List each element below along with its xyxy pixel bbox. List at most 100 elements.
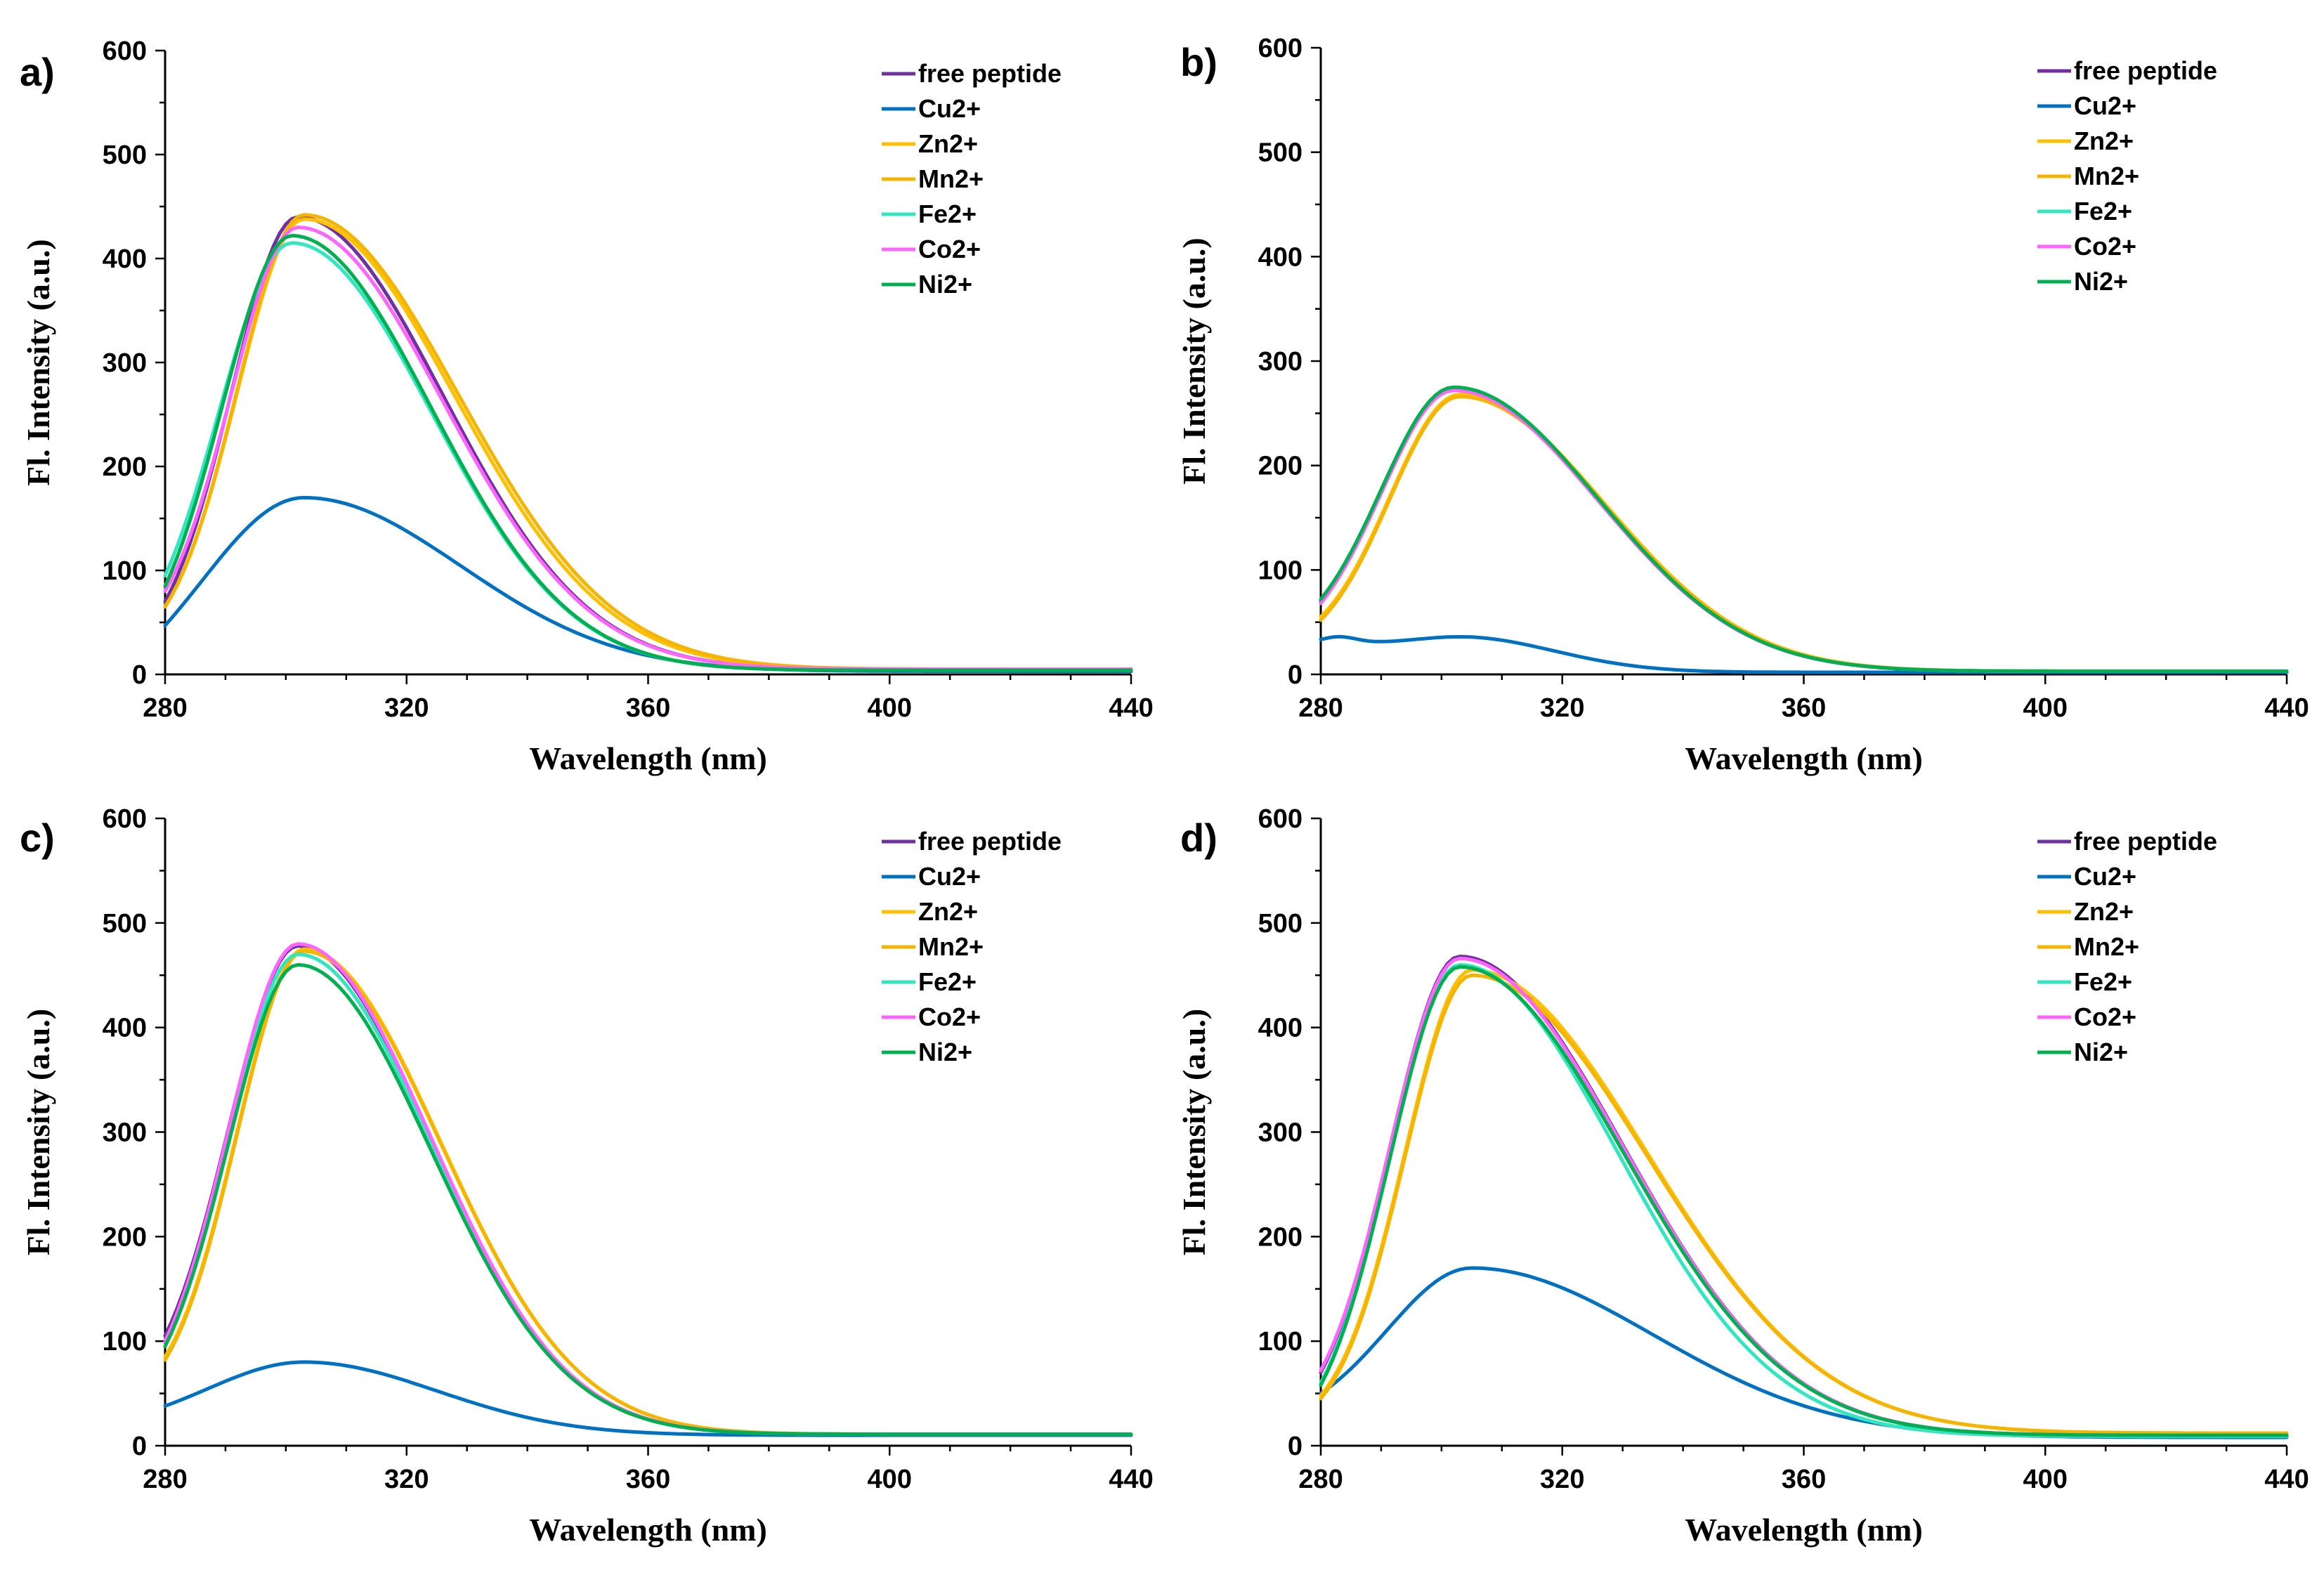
series-line-mn2- [1319,973,2289,1435]
series-line-fe2- [1319,387,2289,673]
legend-label: free peptide [918,59,1062,88]
x-tick-label: 440 [2264,693,2309,723]
series-line-free-peptide [163,215,1133,672]
y-tick-label: 300 [1258,1118,1303,1148]
legend-label: Fe2+ [2074,197,2132,225]
series-line-co2- [1319,388,2289,673]
legend-label: Fe2+ [918,967,977,996]
chart-panel-1: a) 0 100 200 300 400 500 600 280 320 360 400 440 Wave… [20,37,1154,776]
legend-label: Co2+ [2074,232,2136,261]
series-line-free-peptide [1319,955,2289,1437]
y-tick-label: 400 [103,244,147,274]
legend-label: Zn2+ [2074,897,2134,926]
legend-label: Cu2+ [2074,91,2136,120]
legend-label: Zn2+ [918,129,978,158]
legend-label: Mn2+ [2074,932,2139,961]
y-tick-label: 0 [132,1432,147,1461]
y-tick-label: 400 [1258,1014,1303,1043]
series-line-ni2- [163,962,1133,1437]
legend-label: free peptide [2074,827,2217,856]
x-tick-label: 440 [1109,1465,1153,1494]
x-tick-label: 440 [1109,693,1153,723]
chart-panel-2: b) 0 100 200 300 400 500 600 280 320 360 400 440 Wave… [1176,34,2309,776]
x-axis-title: Wavelength (nm) [1685,740,1923,776]
legend-label: Ni2+ [918,1038,972,1066]
legend-label: Fe2+ [2074,967,2132,996]
series-line-co2- [163,225,1133,672]
y-tick-label: 100 [103,556,147,586]
x-axis-title: Wavelength (nm) [1685,1512,1923,1548]
x-tick-label: 360 [1782,693,1826,723]
y-tick-label: 0 [1288,1432,1303,1461]
legend-label: Mn2+ [2074,162,2139,190]
y-tick-label: 600 [103,37,147,66]
x-tick-label: 320 [384,693,429,723]
series-line-fe2- [1319,962,2289,1439]
y-tick-label: 100 [1258,556,1303,585]
y-tick-label: 0 [132,660,147,690]
y-tick-label: 400 [1258,242,1303,272]
legend-label: Zn2+ [918,897,978,926]
chart-panel-4: d) 0 100 200 300 400 500 600 280 320 360 400 440 Wave… [1176,804,2309,1548]
legend-label: Mn2+ [918,164,984,193]
y-tick-label: 300 [103,1118,147,1148]
series-line-co2- [1319,956,2289,1437]
legend-label: Co2+ [918,235,981,263]
x-tick-label: 280 [143,1465,187,1494]
panel-label: b) [1180,40,1218,84]
y-tick-label: 200 [1258,1222,1303,1252]
x-tick-label: 280 [1298,1465,1343,1494]
y-tick-label: 300 [1258,347,1303,377]
series-line-zn2- [1319,393,2289,673]
series-line-ni2- [163,233,1133,672]
y-tick-label: 600 [1258,804,1303,834]
legend-label: Co2+ [2074,1002,2136,1031]
y-tick-label: 300 [103,348,147,378]
y-tick-label: 200 [103,452,147,482]
series-line-ni2- [1319,385,2289,673]
series-line-zn2- [163,217,1133,672]
y-tick-label: 500 [1258,909,1303,939]
y-tick-label: 600 [1258,34,1303,63]
legend-label: Cu2+ [918,94,981,123]
x-tick-label: 400 [2023,1465,2068,1494]
legend-label: Ni2+ [2074,267,2128,296]
legend-label: Ni2+ [918,270,972,299]
y-tick-label: 500 [103,909,147,939]
chart-panel-3: c) 0 100 200 300 400 500 600 280 320 360 400 440 Wave… [20,804,1154,1548]
series-line-mn2- [163,213,1133,672]
y-axis-title: Fl. Intensity (a.u.) [20,239,56,485]
legend-label: Co2+ [918,1002,981,1031]
x-tick-label: 400 [2023,693,2068,723]
panel-label: d) [1180,816,1218,860]
x-tick-label: 320 [384,1465,429,1494]
legend-label: Mn2+ [918,932,984,961]
y-axis-title: Fl. Intensity (a.u.) [1176,237,1212,484]
y-tick-label: 100 [103,1327,147,1357]
y-axis-title: Fl. Intensity (a.u.) [1176,1009,1212,1255]
x-tick-label: 360 [1782,1465,1826,1494]
legend-label: Ni2+ [2074,1038,2128,1066]
y-tick-label: 100 [1258,1327,1303,1357]
series-line-mn2- [1319,395,2289,673]
x-tick-label: 320 [1540,1465,1584,1494]
x-tick-label: 360 [626,693,670,723]
legend-label: Zn2+ [2074,126,2134,155]
series-line-fe2- [163,241,1133,672]
x-tick-label: 400 [868,1465,912,1494]
series-line-cu2- [1319,1266,2289,1439]
series-line-cu2- [163,1360,1133,1437]
y-tick-label: 0 [1288,660,1303,690]
x-tick-label: 320 [1540,693,1584,723]
legend-label: free peptide [918,827,1062,856]
x-tick-label: 400 [868,693,912,723]
x-tick-label: 280 [143,693,187,723]
y-tick-label: 500 [103,140,147,170]
y-tick-label: 500 [1258,138,1303,168]
y-axis-title: Fl. Intensity (a.u.) [20,1009,56,1255]
x-axis-title: Wavelength (nm) [529,740,767,776]
legend-label: free peptide [2074,56,2217,85]
legend-label: Fe2+ [918,200,977,228]
x-tick-label: 360 [626,1465,670,1494]
